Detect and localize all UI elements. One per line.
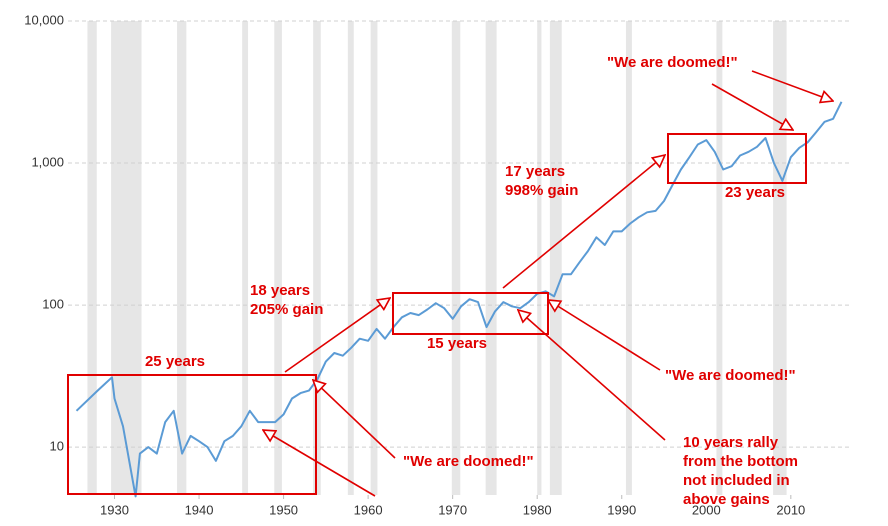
annotation: 205% gain — [250, 301, 323, 318]
annotation: 18 years — [250, 282, 310, 299]
annotation: not included in — [683, 472, 790, 489]
annotation: 17 years — [505, 163, 565, 180]
box — [667, 133, 807, 184]
x-tick-label: 2010 — [776, 502, 805, 517]
annotation: 10 years rally — [683, 434, 779, 451]
plot-foreground: 25 years 18 years 205% gain 15 years 17 … — [67, 54, 833, 508]
y-tick-label: 1,000 — [31, 154, 64, 169]
annotation: 998% gain — [505, 182, 578, 199]
box — [67, 374, 317, 495]
y-tick-label: 100 — [42, 297, 64, 312]
recession-band — [177, 21, 187, 495]
arrow — [313, 380, 396, 459]
recession-band — [242, 21, 249, 495]
recession-band — [313, 21, 321, 495]
y-tick-label: 10 — [50, 439, 64, 454]
recession-band — [111, 21, 142, 495]
price-line — [75, 101, 843, 498]
arrow — [284, 298, 390, 373]
annotation: 15 years — [427, 335, 487, 352]
arrow — [548, 300, 661, 371]
x-tick-label: 1970 — [438, 502, 467, 517]
x-tick-label: 1980 — [523, 502, 552, 517]
arrow — [751, 70, 833, 101]
recession-band — [370, 21, 378, 495]
annotation: from the bottom — [683, 453, 798, 470]
recession-band — [549, 21, 562, 495]
annotation: 25 years — [145, 353, 205, 370]
recession-band — [485, 21, 497, 495]
box — [392, 292, 549, 335]
arrow — [518, 310, 666, 441]
x-tick-label: 1930 — [100, 502, 129, 517]
recession-band — [625, 21, 632, 495]
arrow — [711, 83, 793, 130]
annotation: "We are doomed!" — [665, 367, 796, 384]
recession-band — [87, 21, 97, 495]
annotation: "We are doomed!" — [607, 54, 738, 71]
annotation: 23 years — [725, 184, 785, 201]
arrow — [263, 430, 376, 497]
x-tick-label: 2000 — [692, 502, 721, 517]
x-tick-label: 1990 — [607, 502, 636, 517]
arrow — [502, 155, 665, 289]
recession-band — [716, 21, 723, 495]
annotation: above gains — [683, 491, 770, 508]
annotation: "We are doomed!" — [403, 453, 534, 470]
y-tick-label: 10,000 — [24, 12, 64, 27]
x-tick-label: 1940 — [185, 502, 214, 517]
recession-band — [274, 21, 282, 495]
x-tick-label: 1950 — [269, 502, 298, 517]
recession-band — [347, 21, 354, 495]
x-tick-label: 1960 — [354, 502, 383, 517]
recession-band — [773, 21, 787, 495]
recession-band — [451, 21, 461, 495]
